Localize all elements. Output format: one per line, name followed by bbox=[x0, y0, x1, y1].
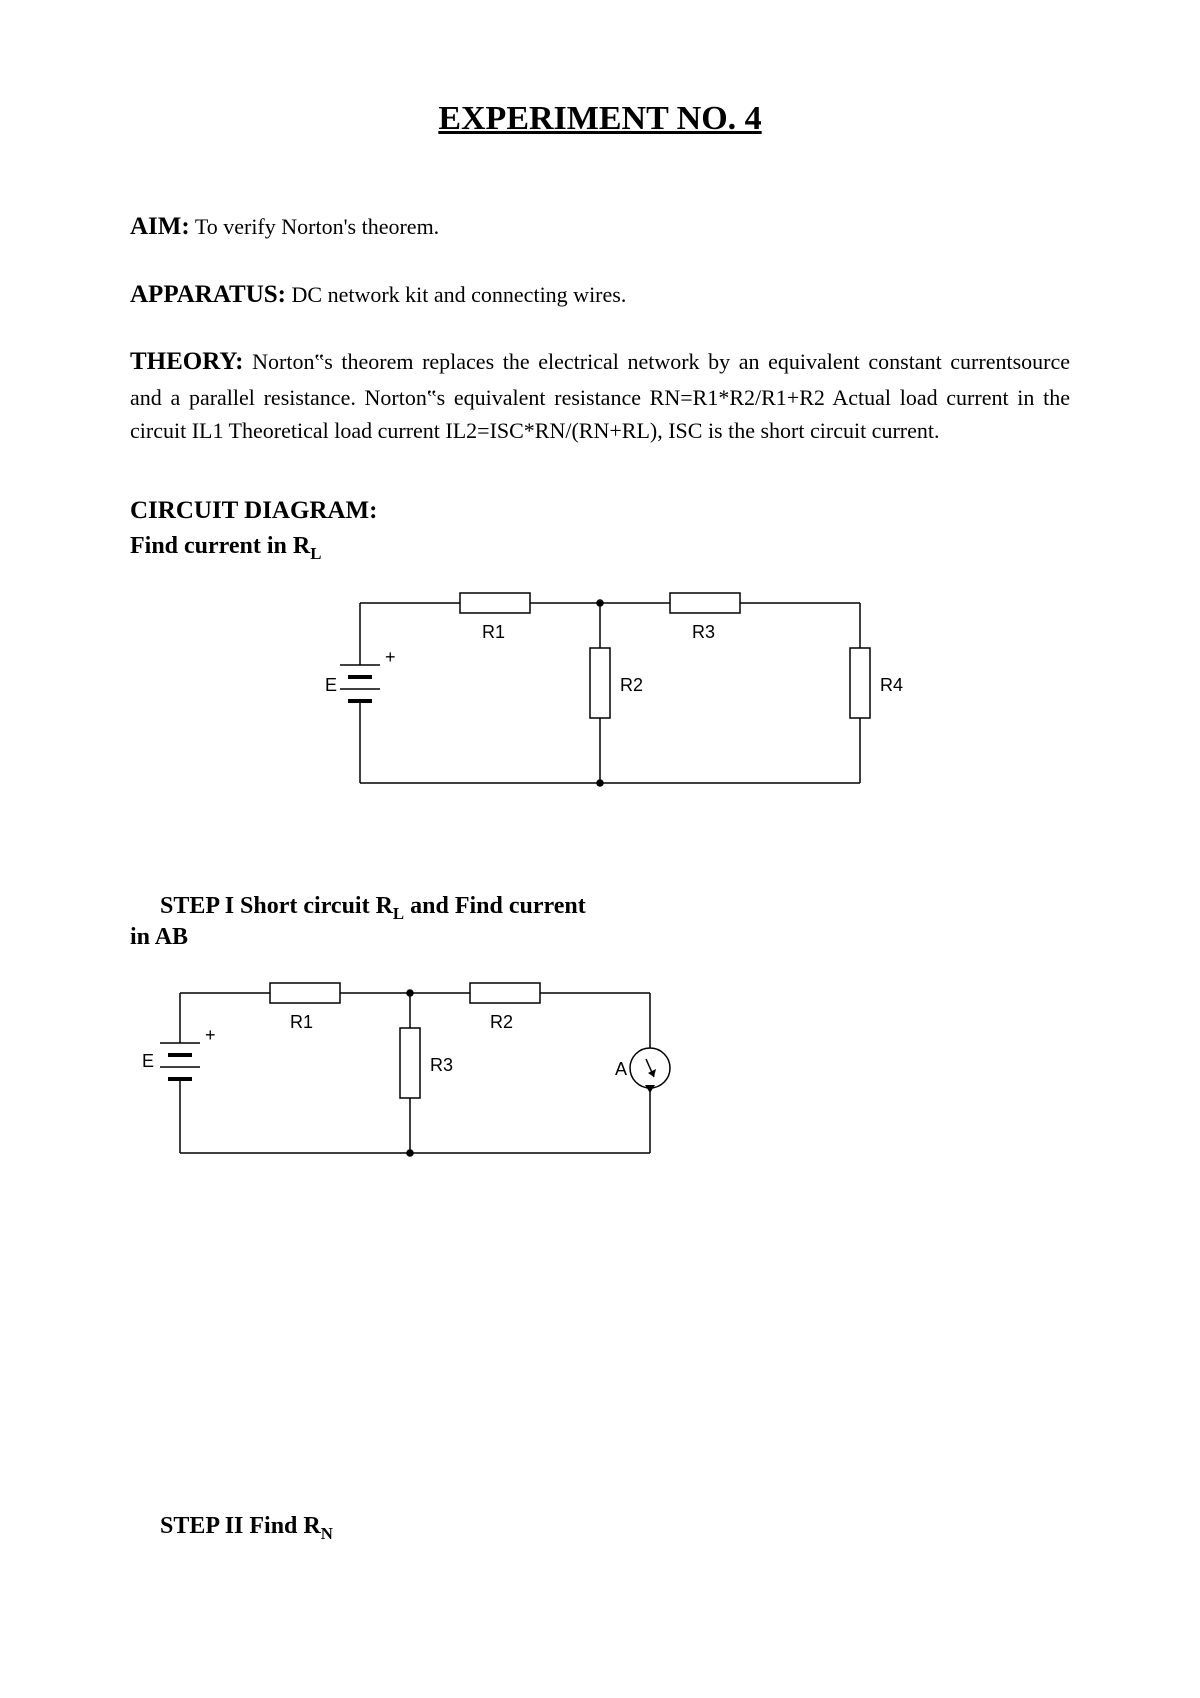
theory-text: Norton‟s theorem replaces the electrical… bbox=[130, 349, 1070, 443]
r2-label: R2 bbox=[620, 675, 643, 695]
circuit-diagram-1: E + R1 R2 R3 R4 bbox=[130, 573, 1070, 833]
theory-label: THEORY: bbox=[130, 348, 244, 375]
r1-label: R1 bbox=[482, 622, 505, 642]
step1-sub: L bbox=[393, 904, 404, 923]
apparatus-label: APPARATUS: bbox=[130, 281, 286, 308]
aim-text: To verify Norton's theorem. bbox=[190, 214, 439, 239]
r3-label: R3 bbox=[692, 622, 715, 642]
r4-label: R4 bbox=[880, 675, 903, 695]
find-current-prefix: Find current in R bbox=[130, 533, 310, 559]
battery-plus: + bbox=[385, 647, 396, 667]
d2-r2-label: R2 bbox=[490, 1012, 513, 1032]
page-title: EXPERIMENT NO. 4 bbox=[130, 100, 1070, 138]
step1-prefix: STEP I Short circuit R bbox=[160, 893, 393, 919]
theory-section: THEORY: Norton‟s theorem replaces the el… bbox=[130, 343, 1070, 447]
step1-suffix: and Find current bbox=[404, 893, 586, 919]
step1-heading: STEP I Short circuit RL and Find current… bbox=[130, 893, 1070, 951]
step1-line2: in AB bbox=[130, 924, 1070, 951]
find-current-subscript: L bbox=[310, 543, 321, 562]
circuit-diagram-subheading: Find current in RL bbox=[130, 533, 1070, 564]
circuit-diagram-heading: CIRCUIT DIAGRAM: bbox=[130, 497, 1070, 525]
d2-r1-label: R1 bbox=[290, 1012, 313, 1032]
apparatus-text: DC network kit and connecting wires. bbox=[286, 282, 626, 307]
battery2-plus: + bbox=[205, 1025, 216, 1045]
circuit-diagram-2: E + R1 R2 R3 A bbox=[130, 963, 1070, 1203]
step2-prefix: STEP II Find R bbox=[160, 1513, 321, 1539]
ammeter-label: A bbox=[615, 1059, 627, 1079]
apparatus-section: APPARATUS: DC network kit and connecting… bbox=[130, 276, 1070, 314]
battery-label-e: E bbox=[325, 675, 337, 695]
aim-section: AIM: To verify Norton's theorem. bbox=[130, 208, 1070, 246]
step2-heading: STEP II Find RN bbox=[130, 1513, 1070, 1544]
battery2-label-e: E bbox=[142, 1051, 154, 1071]
d2-r3-label: R3 bbox=[430, 1055, 453, 1075]
step2-sub: N bbox=[321, 1524, 333, 1543]
aim-label: AIM: bbox=[130, 213, 190, 240]
